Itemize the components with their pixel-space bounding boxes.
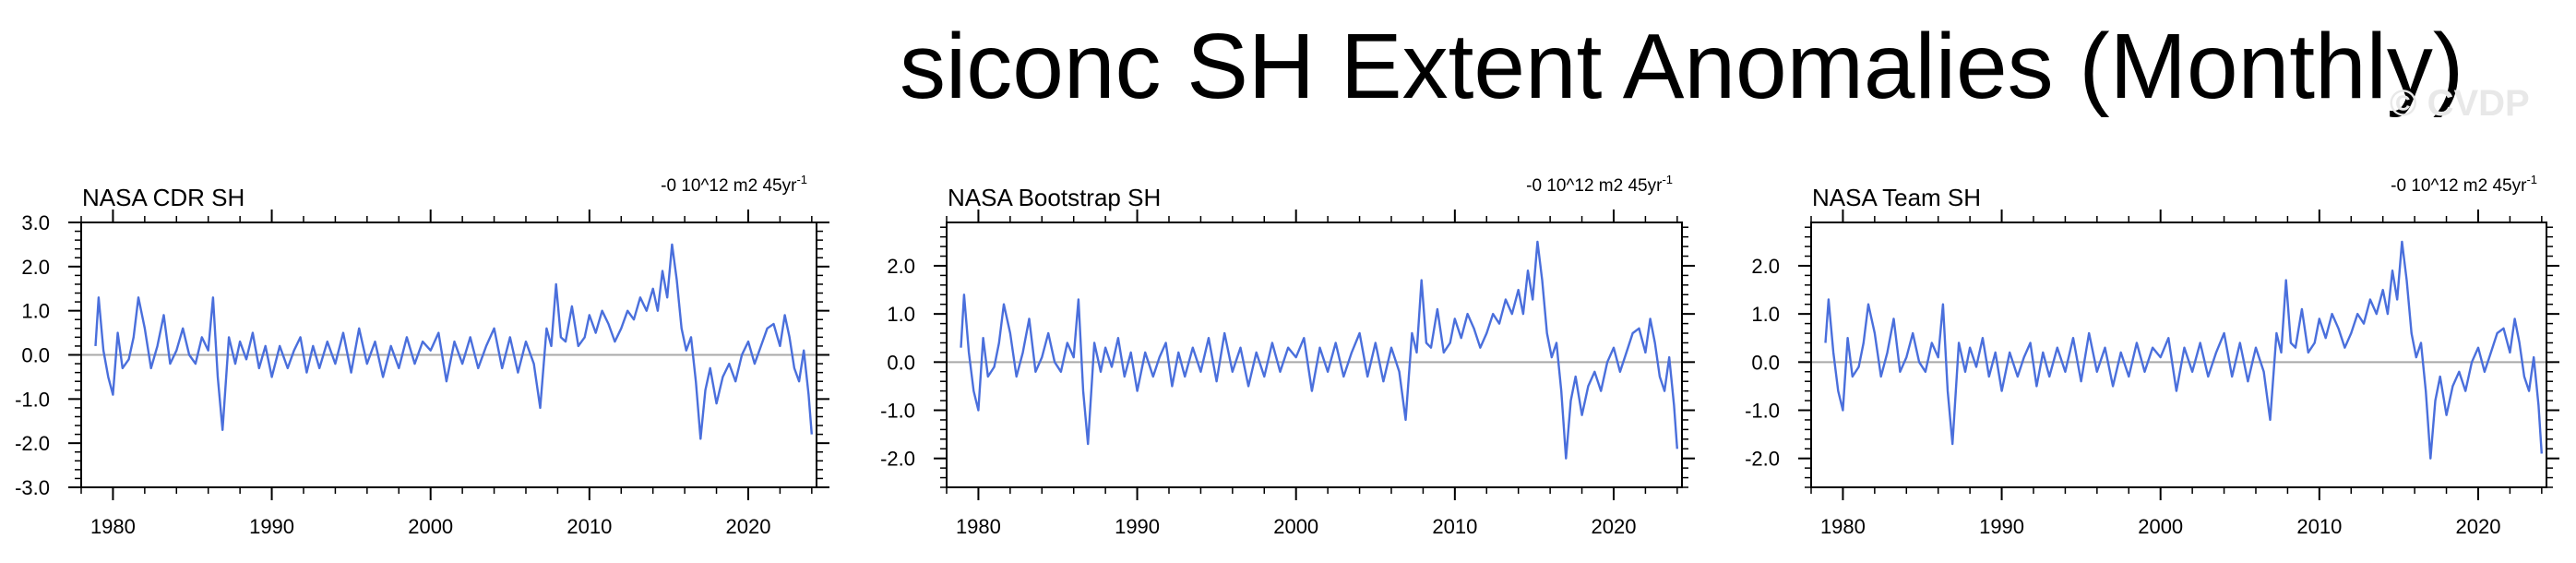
chart-panel-2: 1980 1990 2000 2010 2020 -2.0 -1.0 0.0 1.0 2.0 NAS… (880, 173, 1695, 538)
trend-label: -0 10^12 m2 45yr-1 (2391, 173, 2537, 196)
x-tick-label: 2000 (2138, 515, 2183, 538)
y-tick-label: 2.0 (887, 255, 915, 278)
x-tick-label: 1980 (1820, 515, 1866, 538)
panel-title: NASA Team SH (1812, 184, 1981, 211)
plot-frame (1810, 222, 2547, 488)
plot-frame (946, 222, 1683, 488)
x-tick-label: 2010 (2296, 515, 2342, 538)
y-tick-label: -2.0 (15, 432, 50, 455)
trend-exponent: -1 (2526, 173, 2537, 186)
y-tick-label: 0.0 (887, 351, 915, 374)
chart-panel-3: 1980 1990 2000 2010 2020 -2.0 -1.0 0.0 1.0 2.0 NAS… (1745, 173, 2559, 538)
y-tick-label: 1.0 (1751, 303, 1780, 326)
panel-title: NASA CDR SH (82, 184, 244, 211)
y-tick-label: -3.0 (15, 476, 50, 499)
x-tick-label: 1980 (956, 515, 1001, 538)
x-tick-label: 1980 (90, 515, 136, 538)
trend-exponent: -1 (796, 173, 807, 186)
x-tick-label: 2010 (566, 515, 612, 538)
y-tick-label: 3.0 (21, 211, 50, 234)
trend-text: -0 10^12 m2 45yr (661, 176, 797, 196)
trend-text: -0 10^12 m2 45yr (1526, 176, 1663, 196)
x-tick-label: 2000 (408, 515, 453, 538)
y-tick-label: 2.0 (1751, 255, 1780, 278)
x-tick-label: 2020 (2456, 515, 2501, 538)
x-tick-label: 2010 (1432, 515, 1477, 538)
series-line (1824, 240, 2543, 460)
x-tick-label: 2020 (726, 515, 771, 538)
trend-label: -0 10^12 m2 45yr-1 (661, 173, 807, 196)
y-tick-label: 2.0 (21, 256, 50, 279)
y-tick-label: -2.0 (880, 448, 915, 471)
trend-exponent: -1 (1662, 173, 1673, 186)
watermark: © CVDP (2390, 83, 2530, 124)
y-tick-label: -1.0 (880, 400, 915, 423)
series-line (960, 240, 1678, 460)
y-tick-label: -2.0 (1745, 448, 1780, 471)
x-tick-label: 2020 (1592, 515, 1637, 538)
x-tick-label: 2000 (1273, 515, 1318, 538)
x-tick-label: 1990 (249, 515, 294, 538)
y-tick-label: 0.0 (1751, 351, 1780, 374)
series-line (94, 243, 813, 440)
x-tick-label: 1990 (1115, 515, 1160, 538)
y-tick-label: 1.0 (887, 303, 915, 326)
figure-title: siconc SH Extent Anomalies (Monthly) (900, 15, 2464, 118)
y-tick-label: 0.0 (21, 344, 50, 367)
x-tick-label: 1990 (1979, 515, 2024, 538)
y-tick-label: 1.0 (21, 300, 50, 323)
panel-title: NASA Bootstrap SH (948, 184, 1161, 211)
y-tick-label: -1.0 (15, 388, 50, 411)
trend-label: -0 10^12 m2 45yr-1 (1526, 173, 1673, 196)
y-tick-label: -1.0 (1745, 400, 1780, 423)
trend-text: -0 10^12 m2 45yr (2391, 176, 2527, 196)
chart-panel-1: 1980 1990 2000 2010 2020 -3.0 -2.0 -1.0 0.0 1.0 2.… (15, 173, 829, 538)
